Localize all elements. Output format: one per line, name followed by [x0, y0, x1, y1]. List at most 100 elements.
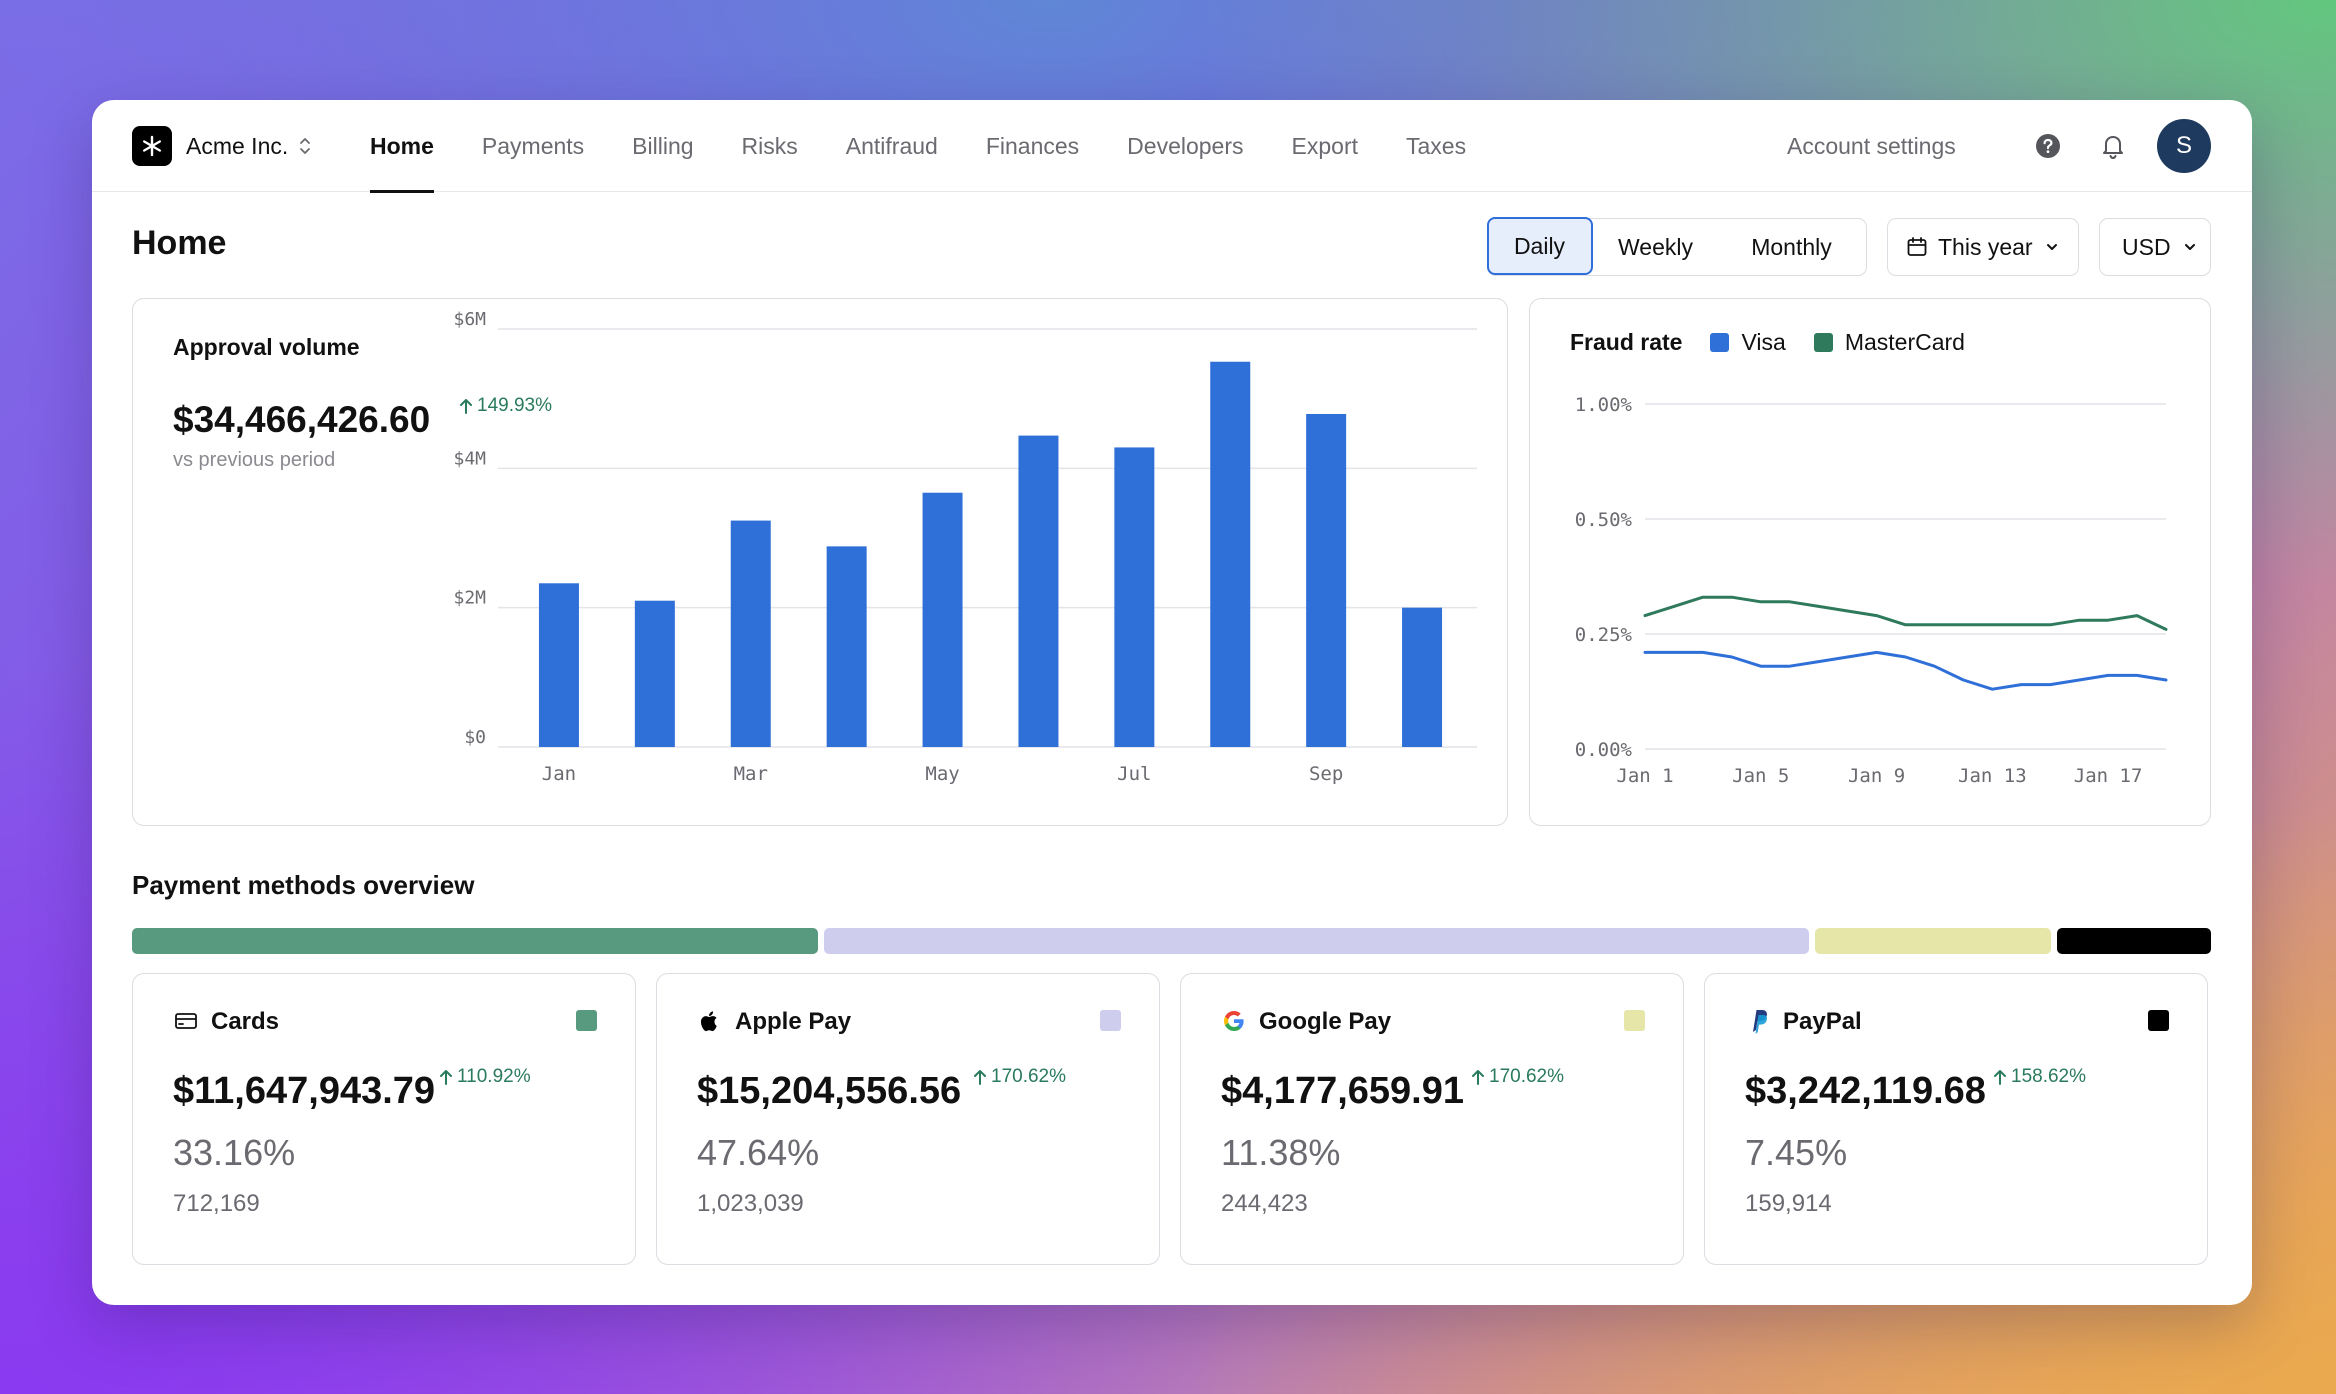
- y-tick-label: 1.00%: [1575, 394, 1633, 416]
- x-tick-label: Jan 13: [1958, 765, 2027, 787]
- nav-item-home[interactable]: Home: [370, 100, 434, 193]
- payment-method-name: Apple Pay: [735, 1008, 852, 1035]
- paypal-icon: [1745, 1008, 1771, 1034]
- bar: [1114, 447, 1155, 747]
- top-navigation-bar: Acme Inc. Home Payments Billing Risks An…: [92, 100, 2252, 193]
- page-title: Home: [132, 224, 227, 262]
- google-icon: [1221, 1008, 1247, 1034]
- payment-method-change: 170.62%: [973, 1066, 1066, 1088]
- approval-amount: $34,466,426.60: [173, 399, 431, 440]
- payment-method-change-value: 170.62%: [991, 1066, 1067, 1087]
- period-monthly-button[interactable]: Monthly: [1751, 233, 1832, 260]
- payment-method-change: 110.92%: [439, 1066, 531, 1088]
- bar: [826, 546, 867, 747]
- bar: [1306, 413, 1347, 747]
- payment-method-share: 47.64%: [697, 1132, 820, 1173]
- payment-method-share: 11.38%: [1221, 1132, 1341, 1173]
- nav-item-risks[interactable]: Risks: [741, 132, 798, 159]
- legend-label-visa: Visa: [1741, 329, 1786, 355]
- x-tick-label: Jan 5: [1732, 765, 1789, 787]
- payment-method-card-cards[interactable]: Cards $11,647,943.79 110.92% 33.16% 712,…: [132, 973, 636, 1265]
- approval-volume-bar-chart: $0 $2M $4M $6M Jan Mar May Jul Sep: [453, 309, 1477, 785]
- calendar-icon: [1907, 237, 1927, 256]
- legend-swatch-visa: [1710, 333, 1730, 352]
- arrow-up-icon: [1472, 1070, 1484, 1085]
- x-tick-label: Jan 17: [2074, 765, 2143, 787]
- payment-method-change-value: 110.92%: [457, 1066, 531, 1087]
- payment-method-amount: $11,647,943.79: [173, 1070, 436, 1112]
- chevron-up-down-icon: [300, 138, 311, 154]
- x-tick-label: Jan 1: [1616, 765, 1673, 787]
- arrow-up-icon: [460, 399, 472, 414]
- org-logo-icon: [132, 126, 172, 166]
- org-switcher[interactable]: Acme Inc.: [132, 125, 312, 167]
- nav-item-billing[interactable]: Billing: [632, 132, 694, 159]
- nav-item-payments[interactable]: Payments: [481, 132, 585, 159]
- org-name: Acme Inc.: [186, 132, 289, 159]
- payment-method-name: PayPal: [1783, 1008, 1862, 1035]
- period-toggle: Daily Weekly Monthly: [1486, 217, 1867, 276]
- payment-methods-title: Payment methods overview: [132, 870, 475, 900]
- nav-item-taxes[interactable]: Taxes: [1406, 132, 1467, 159]
- y-tick-label: $6M: [453, 309, 486, 330]
- currency-dropdown[interactable]: USD: [2099, 218, 2211, 276]
- bar: [922, 492, 963, 747]
- payment-method-share: 33.16%: [173, 1132, 296, 1173]
- period-weekly-button[interactable]: Weekly: [1618, 233, 1693, 260]
- payment-method-amount: $15,204,556.56: [697, 1070, 962, 1112]
- nav-item-finances[interactable]: Finances: [985, 132, 1080, 159]
- share-segment: [132, 928, 818, 954]
- approval-subtitle: vs previous period: [173, 449, 336, 471]
- approval-title: Approval volume: [173, 334, 360, 360]
- share-segment: [823, 928, 1810, 954]
- fraud-rate-line-chart: 0.00% 0.25% 0.50% 1.00% Jan 1 Jan 5 Jan 9 Jan 1…: [1575, 394, 2168, 787]
- main-nav: Home Payments Billing Risks Antifraud Fi…: [370, 100, 1467, 193]
- payment-method-swatch: [576, 1010, 597, 1031]
- avatar[interactable]: S: [2157, 119, 2211, 173]
- payment-method-card-apple-pay[interactable]: Apple Pay $15,204,556.56 170.62% 47.64% …: [656, 973, 1160, 1265]
- fraud-rate-header: Fraud rate Visa MasterCard: [1570, 329, 1965, 356]
- nav-item-developers[interactable]: Developers: [1127, 132, 1244, 159]
- payment-method-amount: $4,177,659.91: [1221, 1070, 1465, 1112]
- series-line-mastercard: [1643, 595, 2168, 631]
- y-tick-label: 0.00%: [1575, 739, 1633, 761]
- apple-icon: [697, 1008, 723, 1034]
- payment-method-change-value: 170.62%: [1489, 1066, 1565, 1087]
- x-tick-label: Sep: [1309, 763, 1343, 785]
- payment-method-swatch: [1100, 1010, 1121, 1031]
- payment-method-count: 159,914: [1745, 1190, 1832, 1217]
- app-window: Acme Inc. Home Payments Billing Risks An…: [92, 100, 2252, 1305]
- nav-item-antifraud[interactable]: Antifraud: [845, 132, 938, 159]
- payment-method-amount: $3,242,119.68: [1745, 1070, 1986, 1112]
- account-settings-link[interactable]: Account settings: [1787, 132, 1956, 159]
- bar: [634, 600, 675, 747]
- payment-method-name: Cards: [211, 1008, 280, 1035]
- bar: [538, 583, 579, 747]
- payment-method-card-paypal[interactable]: PayPal $3,242,119.68 158.62% 7.45% 159,9…: [1704, 973, 2208, 1265]
- nav-item-export[interactable]: Export: [1291, 132, 1358, 159]
- share-segment: [1815, 928, 2051, 954]
- y-tick-label: $4M: [453, 448, 486, 469]
- fraud-rate-title: Fraud rate: [1570, 329, 1683, 355]
- bar: [1402, 607, 1443, 747]
- y-tick-label: $2M: [453, 588, 486, 609]
- payment-method-change-value: 158.62%: [2011, 1066, 2087, 1087]
- x-tick-label: Jan: [542, 763, 576, 785]
- arrow-up-icon: [440, 1070, 452, 1085]
- fraud-rate-card: Fraud rate Visa MasterCard 0.00% 0.25% 0.5…: [1529, 298, 2211, 826]
- payment-method-swatch: [2148, 1010, 2169, 1031]
- payment-method-count: 712,169: [173, 1190, 260, 1217]
- payment-method-card-google-pay[interactable]: Google Pay $4,177,659.91 170.62% 11.38% …: [1180, 973, 1684, 1265]
- approval-volume-card: Approval volume $34,466,426.60 149.93% v…: [132, 298, 1508, 826]
- legend-label-mastercard: MasterCard: [1844, 329, 1965, 355]
- payment-method-count: 244,423: [1221, 1190, 1308, 1217]
- help-icon[interactable]: [2035, 133, 2061, 159]
- payment-method-name: Google Pay: [1259, 1008, 1392, 1035]
- bell-icon[interactable]: [2100, 132, 2126, 160]
- period-daily-button[interactable]: Daily: [1486, 217, 1593, 276]
- payment-method-count: 1,023,039: [697, 1190, 804, 1217]
- x-tick-label: May: [925, 763, 959, 785]
- x-tick-label: Mar: [734, 763, 768, 785]
- payment-method-change: 170.62%: [1471, 1066, 1564, 1088]
- date-range-dropdown[interactable]: This year: [1887, 218, 2079, 276]
